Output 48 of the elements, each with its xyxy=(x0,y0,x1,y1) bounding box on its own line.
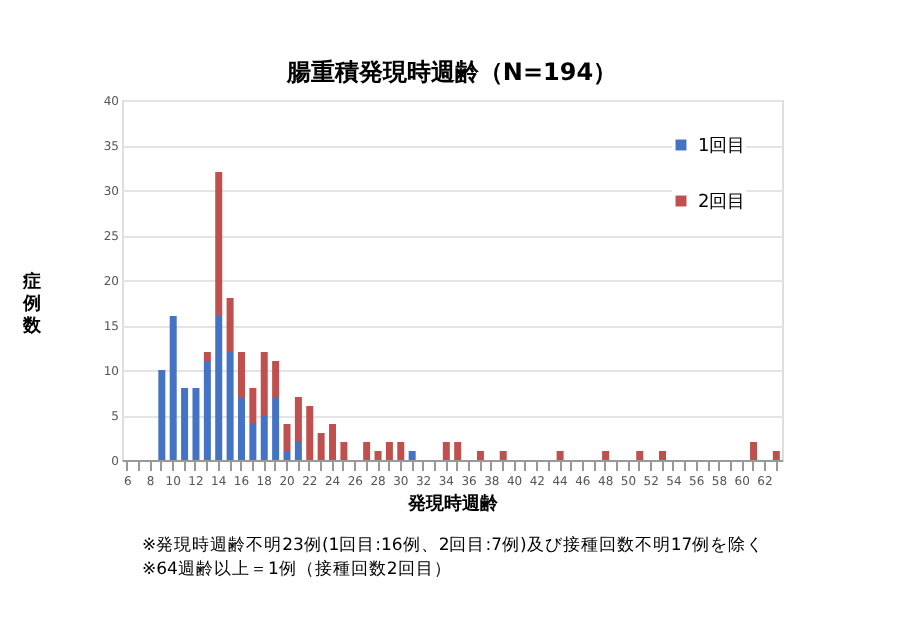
bar xyxy=(772,451,780,460)
bar xyxy=(283,424,291,451)
bar xyxy=(442,442,450,460)
bar xyxy=(306,406,314,460)
text: ※発現時週齢不明23例(1回目:16例、2回目:7例)及び接種回数不明17例を除く xyxy=(142,534,765,556)
bar xyxy=(602,451,610,460)
bar xyxy=(397,442,405,460)
legend-label: 2回目 xyxy=(698,193,746,213)
y-axis-title: 症例数 xyxy=(20,271,43,337)
bar xyxy=(283,451,291,460)
bar xyxy=(249,388,257,424)
bar xyxy=(272,397,280,460)
bar xyxy=(260,352,268,415)
bar xyxy=(294,442,302,460)
bar xyxy=(340,442,348,460)
bar xyxy=(226,298,234,352)
bar xyxy=(317,433,325,460)
text: ※64週齢以上＝1例（接種回数2回目） xyxy=(142,558,452,580)
bar xyxy=(226,352,234,460)
bar xyxy=(408,451,416,460)
bar xyxy=(636,451,644,460)
bar xyxy=(215,316,223,460)
bar xyxy=(374,451,382,460)
bar xyxy=(215,172,223,316)
bar xyxy=(329,424,337,460)
bar xyxy=(181,388,189,460)
bar xyxy=(237,352,245,397)
chart-title: 腸重積発現時週齢（N=194） xyxy=(284,58,618,86)
bar xyxy=(294,397,302,442)
bar xyxy=(659,451,667,460)
bar xyxy=(499,451,507,460)
bar xyxy=(385,442,393,460)
bar xyxy=(203,352,211,361)
x-axis-title: 発現時週齢 xyxy=(406,493,500,515)
bar xyxy=(192,388,200,460)
bar xyxy=(363,442,371,460)
bar xyxy=(476,451,484,460)
bar xyxy=(249,424,257,460)
bar xyxy=(169,316,177,460)
bar xyxy=(454,442,462,460)
bar xyxy=(158,370,166,460)
bar xyxy=(750,442,758,460)
bar xyxy=(237,397,245,460)
bar xyxy=(272,361,280,397)
legend-label: 1回目 xyxy=(698,137,746,157)
bar xyxy=(556,451,564,460)
bar xyxy=(260,415,268,460)
bar xyxy=(203,361,211,460)
